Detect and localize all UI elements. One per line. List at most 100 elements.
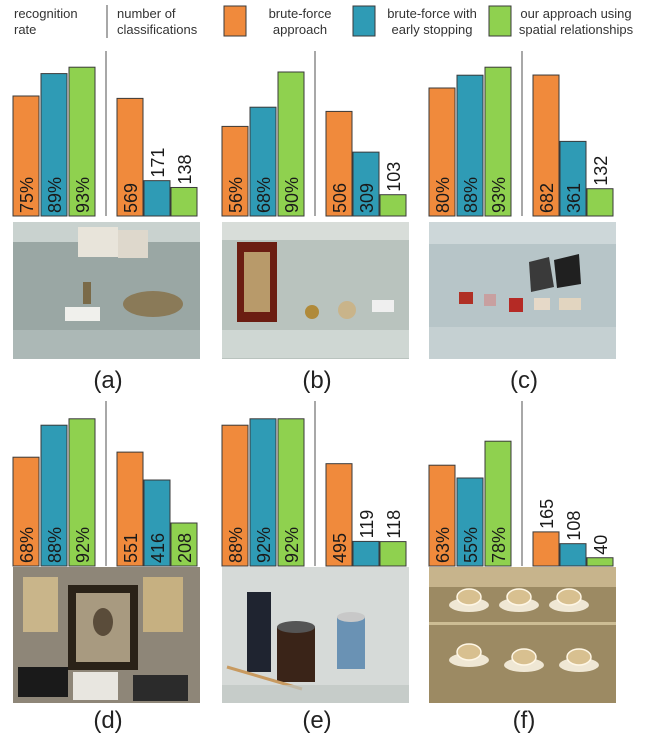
legend-swatch-early-stopping xyxy=(352,5,376,37)
panel-label: (e) xyxy=(302,707,331,734)
count-bar-label: 40 xyxy=(591,535,611,555)
count-bar-label: 569 xyxy=(121,183,141,213)
legend-swatch-spatial xyxy=(488,5,512,37)
count-bar xyxy=(170,522,198,567)
rate-bar xyxy=(277,71,305,217)
count-bar xyxy=(559,140,587,217)
rate-bar xyxy=(40,73,68,217)
rate-bar-label: 93% xyxy=(73,177,93,213)
count-bar xyxy=(143,180,171,217)
panel-d: 68% 88% 92% 551 416 208 (d) xyxy=(12,401,198,734)
count-bar xyxy=(352,151,380,217)
count-bar xyxy=(586,557,614,567)
panel-label: (c) xyxy=(510,367,538,394)
rate-bar xyxy=(249,418,277,567)
photo-d xyxy=(13,567,200,703)
rate-bar-label: 80% xyxy=(433,177,453,213)
legend-spatial-line2: spatial relationships xyxy=(519,22,634,37)
rate-bar xyxy=(484,66,512,217)
count-bar xyxy=(379,194,407,217)
panel-f: 63% 55% 78% 165 108 40 (f) xyxy=(428,401,614,734)
count-bar-label: 506 xyxy=(330,183,350,213)
rate-bar xyxy=(12,456,40,567)
count-bar-label: 171 xyxy=(148,148,168,178)
rate-bar xyxy=(68,418,96,567)
rate-bar xyxy=(456,477,484,567)
count-bar xyxy=(325,110,353,217)
count-bar xyxy=(532,531,560,567)
rate-bar xyxy=(221,125,249,217)
rate-bar xyxy=(428,87,456,217)
rate-bar-label: 75% xyxy=(17,177,37,213)
rate-bar xyxy=(428,464,456,567)
count-bar xyxy=(143,479,171,567)
count-bar-label: 309 xyxy=(357,183,377,213)
legend-recognition-rate-line2: rate xyxy=(14,22,36,37)
legend-spatial-line1: our approach using xyxy=(520,6,631,21)
legend-swatch-brute-force xyxy=(223,5,247,37)
rate-bar-label: 93% xyxy=(489,177,509,213)
panel-b: 56% 68% 90% 506 309 103 (b) xyxy=(221,51,407,394)
count-bar-label: 682 xyxy=(537,183,557,213)
rate-bar xyxy=(68,66,96,217)
legend-brute-force-line2: approach xyxy=(273,22,327,37)
rate-bar xyxy=(456,74,484,217)
rate-bar-label: 92% xyxy=(254,527,274,563)
count-bar-label: 416 xyxy=(148,533,168,563)
photo-b xyxy=(222,222,409,359)
panel-label: (a) xyxy=(93,367,122,394)
legend-classifications-line2: classifications xyxy=(117,22,198,37)
count-bar-label: 165 xyxy=(537,499,557,529)
count-bar xyxy=(325,463,353,567)
legend-classifications-line1: number of xyxy=(117,6,176,21)
count-bar-label: 551 xyxy=(121,533,141,563)
count-bar-label: 108 xyxy=(564,511,584,541)
photo-a xyxy=(13,222,200,359)
rate-bar-label: 89% xyxy=(45,177,65,213)
count-bar-label: 103 xyxy=(384,162,404,192)
chart-panels: 75% 89% 93% 569 171 138 (a) 56% 68% 90% 506 309 103 (… xyxy=(12,51,614,734)
photo-e xyxy=(222,567,409,703)
count-bar xyxy=(170,186,198,217)
photo-panels xyxy=(13,222,616,703)
rate-bar-label: 55% xyxy=(461,527,481,563)
rate-bar xyxy=(484,440,512,567)
rate-bar-label: 78% xyxy=(489,527,509,563)
photo-c xyxy=(429,222,616,359)
rate-bar xyxy=(277,418,305,567)
photo-f xyxy=(429,567,616,703)
rate-bar-label: 92% xyxy=(282,527,302,563)
panel-a: 75% 89% 93% 569 171 138 (a) xyxy=(12,51,198,394)
count-bar xyxy=(532,74,560,217)
count-bar-label: 119 xyxy=(357,510,377,539)
count-bar-label: 132 xyxy=(591,156,611,186)
panel-label: (d) xyxy=(93,707,122,734)
panel-label: (f) xyxy=(513,707,536,734)
rate-bar-label: 92% xyxy=(73,527,93,563)
count-bar-label: 138 xyxy=(175,154,195,184)
legend-brute-force-line1: brute-force xyxy=(269,6,332,21)
count-bar xyxy=(379,541,407,567)
count-bar xyxy=(116,97,144,217)
rate-bar xyxy=(221,424,249,567)
count-bar xyxy=(352,540,380,567)
count-bar xyxy=(116,451,144,567)
panel-label: (b) xyxy=(302,367,331,394)
legend-early-stopping-line2: early stopping xyxy=(392,22,473,37)
rate-bar-label: 56% xyxy=(226,177,246,213)
legend-early-stopping-line1: brute-force with xyxy=(387,6,477,21)
count-bar xyxy=(559,543,587,567)
rate-bar-label: 90% xyxy=(282,177,302,213)
count-bar xyxy=(586,188,614,217)
rate-bar xyxy=(40,424,68,567)
count-bar-label: 361 xyxy=(564,183,584,213)
rate-bar-label: 88% xyxy=(45,527,65,563)
panel-e: 88% 92% 92% 495 119 118 (e) xyxy=(221,401,407,734)
legend: recognition rate number of classificatio… xyxy=(14,5,634,38)
count-bar-label: 495 xyxy=(330,533,350,563)
count-bar-label: 208 xyxy=(175,533,195,563)
panel-c: 80% 88% 93% 682 361 132 (c) xyxy=(428,51,614,394)
legend-recognition-rate-line1: recognition xyxy=(14,6,78,21)
rate-bar-label: 88% xyxy=(461,177,481,213)
